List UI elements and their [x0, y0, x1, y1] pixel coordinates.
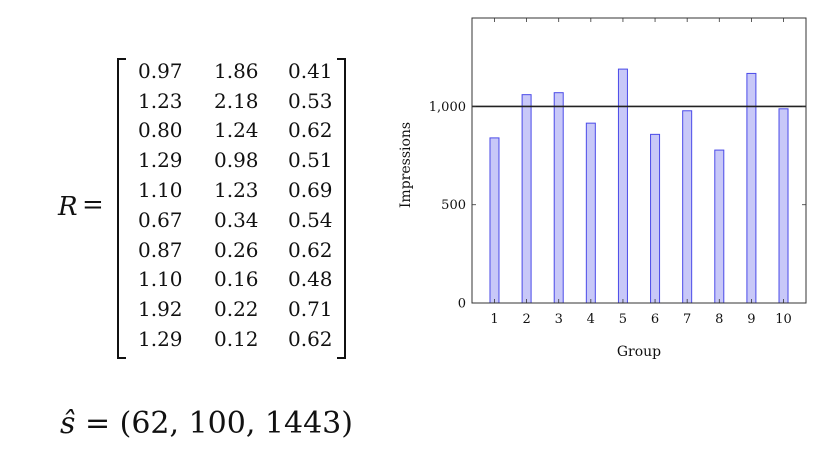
equals-sign: =: [82, 190, 104, 220]
matrix-cell: 1.10: [138, 178, 183, 203]
matrix-cell: 0.80: [138, 118, 183, 143]
matrix-row: 0.87 0.26 0.62: [132, 235, 356, 265]
bar-group-10: [778, 108, 789, 304]
matrix-cell: 0.48: [288, 267, 333, 292]
left-bracket: [117, 58, 126, 359]
x-axis-label: Group: [617, 344, 661, 360]
x-tick-label: 9: [747, 312, 755, 327]
y-axis-label: Impressions: [398, 122, 414, 208]
x-tick-label: 3: [555, 312, 563, 327]
matrix-row: 0.80 1.24 0.62: [132, 116, 356, 146]
matrix-row: 1.92 0.22 0.71: [132, 294, 356, 324]
bar-group-5: [617, 68, 628, 304]
matrix-row: 1.29 0.12 0.62: [132, 324, 356, 354]
matrix-cell: 0.51: [288, 148, 333, 173]
matrix-cell: 0.54: [288, 207, 333, 232]
x-tick-label: 1: [490, 312, 498, 327]
matrix-symbol: R: [58, 192, 78, 222]
s-hat-value: = (62, 100, 1443): [75, 406, 353, 441]
matrix-cell: 1.10: [138, 267, 183, 292]
matrix-row: 1.29 0.98 0.51: [132, 145, 356, 175]
x-tick-label: 7: [683, 312, 691, 327]
matrix-cell: 0.16: [214, 267, 259, 292]
bar-group-3: [553, 92, 564, 304]
right-bracket: [337, 58, 346, 359]
matrix-cell: 1.92: [138, 297, 183, 322]
matrix-row: 1.10 1.23 0.69: [132, 175, 356, 205]
matrix-cell: 1.29: [138, 327, 183, 352]
matrix-cell: 0.69: [288, 178, 333, 203]
matrix-cell: 0.34: [214, 207, 259, 232]
bar-group-8: [714, 149, 725, 304]
matrix-cell: 2.18: [214, 88, 259, 113]
matrix-cell: 0.98: [214, 148, 259, 173]
x-tick-label: 4: [587, 312, 595, 327]
x-tick-label: 2: [522, 312, 530, 327]
impressions-bar-chart: 1 2 3 4 5 6 7 8 9 10 0 500 1,000 Impressions Group: [398, 17, 807, 360]
matrix-row: 1.10 0.16 0.48: [132, 265, 356, 295]
matrix-cell: 0.97: [138, 58, 183, 83]
matrix-cell: 0.62: [288, 118, 333, 143]
x-tick-label: 5: [619, 312, 627, 327]
matrix-cell: 1.29: [138, 148, 183, 173]
matrix-cell: 0.62: [288, 237, 333, 262]
bar-group-9: [746, 72, 757, 304]
matrix-cell: 1.86: [214, 58, 259, 83]
matrix-equation: R = 0.97 1.86 0.41 1.23 2.18 0.53 0.80 1.24 0.62…: [0, 0, 380, 380]
matrix-cell: 1.23: [214, 178, 259, 203]
plot-frame: [471, 17, 807, 304]
matrix-cell: 0.22: [214, 297, 259, 322]
matrix-cell: 0.71: [288, 297, 333, 322]
bar-group-7: [682, 110, 693, 304]
s-hat-symbol: ŝ: [60, 406, 76, 441]
s-hat-equation: ŝ = (62, 100, 1443): [60, 406, 353, 441]
matrix-cell: 1.23: [138, 88, 183, 113]
y-tick-label: 0: [458, 297, 466, 312]
x-tick-label: 6: [651, 312, 659, 327]
matrix-cell: 0.41: [288, 58, 333, 83]
matrix-row: 0.67 0.34 0.54: [132, 205, 356, 235]
matrix-values: 0.97 1.86 0.41 1.23 2.18 0.53 0.80 1.24 0.62 1.29…: [132, 56, 356, 354]
bar-group-2: [521, 94, 532, 304]
matrix-row: 0.97 1.86 0.41: [132, 56, 356, 86]
bar-group-6: [650, 133, 661, 304]
y-tick-label: 500: [441, 198, 466, 213]
matrix-cell: 1.24: [214, 118, 259, 143]
matrix-row: 1.23 2.18 0.53: [132, 86, 356, 116]
bar-group-4: [585, 122, 596, 304]
matrix-cell: 0.53: [288, 88, 333, 113]
matrix-cell: 0.26: [214, 237, 259, 262]
x-tick-label: 10: [775, 312, 792, 327]
bar-group-1: [489, 137, 500, 304]
matrix-cell: 0.62: [288, 327, 333, 352]
matrix-cell: 0.87: [138, 237, 183, 262]
matrix-cell: 0.67: [138, 207, 183, 232]
y-tick-label: 1,000: [429, 100, 466, 115]
x-tick-label: 8: [715, 312, 723, 327]
matrix-cell: 0.12: [214, 327, 259, 352]
